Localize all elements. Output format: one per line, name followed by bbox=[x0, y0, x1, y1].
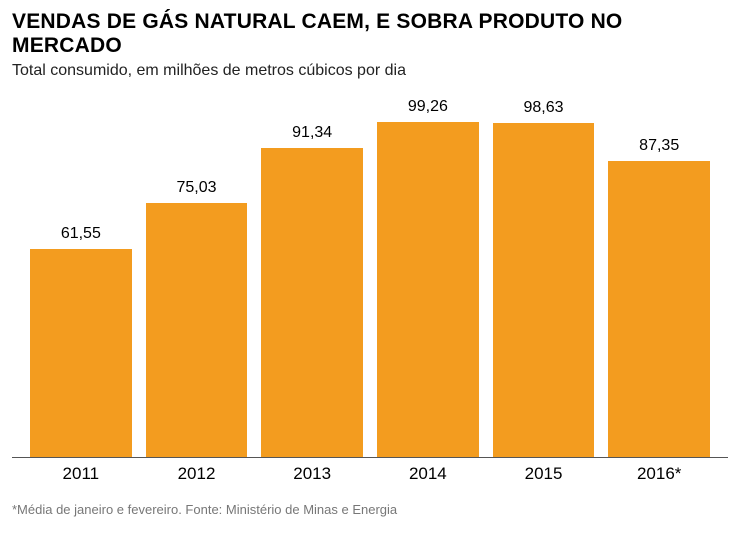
x-axis-label: 2012 bbox=[146, 464, 248, 484]
x-axis-label: 2016* bbox=[608, 464, 710, 484]
chart-title: VENDAS DE GÁS NATURAL CAEM, E SOBRA PROD… bbox=[12, 10, 728, 58]
x-axis-label: 2011 bbox=[30, 464, 132, 484]
bar-rect bbox=[493, 123, 595, 457]
bar-rect bbox=[608, 161, 710, 457]
bar-value-label: 99,26 bbox=[408, 98, 448, 116]
x-axis-label: 2013 bbox=[261, 464, 363, 484]
bar-rect bbox=[377, 122, 479, 457]
bar-value-label: 61,55 bbox=[61, 225, 101, 243]
bar-slot: 75,03 bbox=[146, 98, 248, 457]
bar-rect bbox=[261, 148, 363, 457]
bar-slot: 98,63 bbox=[493, 98, 595, 457]
chart-footnote: *Média de janeiro e fevereiro. Fonte: Mi… bbox=[12, 502, 728, 517]
x-axis-label: 2014 bbox=[377, 464, 479, 484]
bar-rect bbox=[146, 203, 248, 457]
x-axis: 2011 2012 2013 2014 2015 2016* bbox=[12, 458, 728, 484]
bar-rect bbox=[30, 249, 132, 457]
bar-chart: 61,55 75,03 91,34 99,26 98,63 87,35 bbox=[12, 98, 728, 458]
bar-slot: 61,55 bbox=[30, 98, 132, 457]
bar-value-label: 98,63 bbox=[524, 99, 564, 117]
bar-value-label: 75,03 bbox=[176, 179, 216, 197]
bar-slot: 91,34 bbox=[261, 98, 363, 457]
x-axis-label: 2015 bbox=[493, 464, 595, 484]
bar-value-label: 91,34 bbox=[292, 124, 332, 142]
bar-slot: 87,35 bbox=[608, 98, 710, 457]
bars-container: 61,55 75,03 91,34 99,26 98,63 87,35 bbox=[12, 98, 728, 457]
chart-subtitle: Total consumido, em milhões de metros cú… bbox=[12, 62, 728, 80]
bar-value-label: 87,35 bbox=[639, 137, 679, 155]
bar-slot: 99,26 bbox=[377, 98, 479, 457]
